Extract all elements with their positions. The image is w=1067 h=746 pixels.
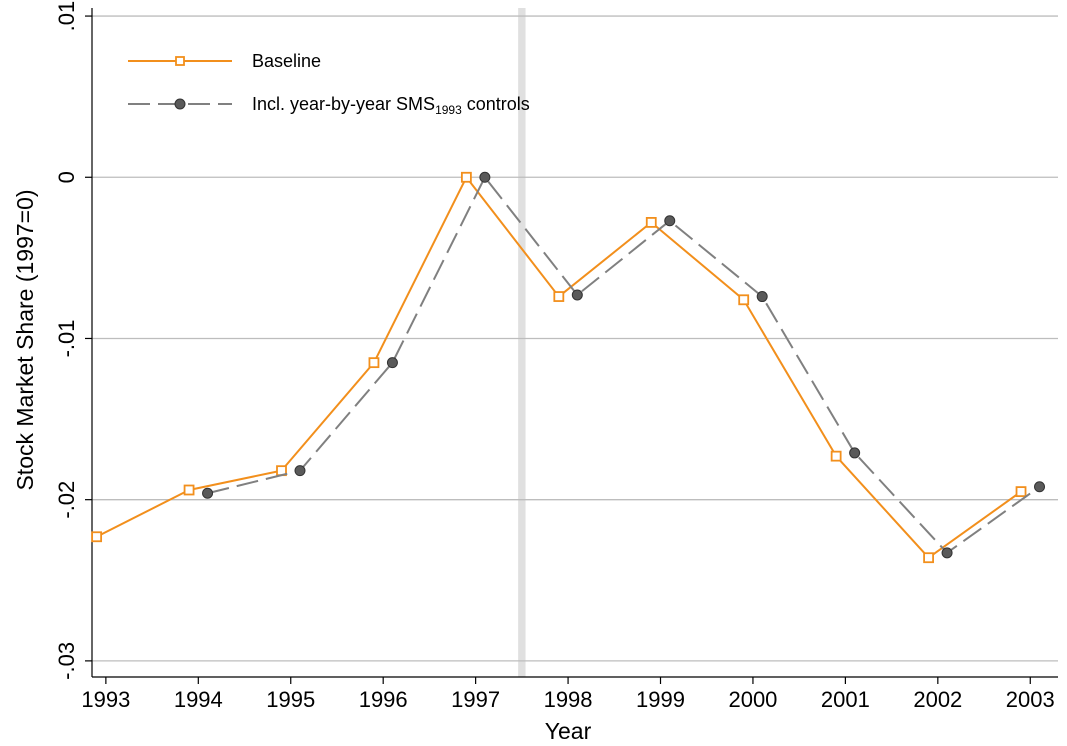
vertical-band-1997 [518,8,526,677]
series-0-point-6 [645,217,657,228]
series-0-point-9 [923,552,934,564]
x-tick-label-8: 2001 [821,687,870,712]
legend-controls-label-main: Incl. year-by-year SMS [252,94,435,114]
series-0-point-7 [738,294,750,306]
y-tick-label-4: -.03 [54,642,79,680]
series-1-point-3 [479,171,491,183]
y-ticks: .01 0 -.01 -.02 -.03 [54,1,92,680]
series-1-point-2 [386,357,398,369]
legend-controls-label-subscript: 1993 [435,103,462,117]
series-1-point-8 [941,547,953,559]
legend-baseline-marker [175,56,185,66]
series-0-point-3 [368,357,380,369]
series-0-point-0 [91,531,103,543]
y-axis-title: Stock Market Share (1997=0) [12,189,38,490]
band-layer [518,8,526,677]
series-1-line [207,176,1041,554]
series-0-line [96,176,1022,559]
grid-layer [92,15,1058,662]
x-tick-label-2: 1995 [266,687,315,712]
legend: Baseline Incl. year-by-year SMS1993 cont… [128,51,530,117]
y-tick-label-2: -.01 [54,320,79,358]
series-1-point-9 [1034,481,1046,493]
series-layer [91,171,1046,564]
x-tick-label-4: 1997 [451,687,500,712]
series-1-point-1 [294,465,306,477]
y-tick-label-3: -.02 [54,481,79,519]
series-1-point-0 [202,487,214,499]
y-tick-label-1: 0 [54,171,79,183]
y-tick-label-0: .01 [54,1,79,32]
series-0-point-10 [1015,486,1027,498]
x-tick-label-7: 2000 [728,687,777,712]
legend-item-controls: Incl. year-by-year SMS1993 controls [128,94,530,117]
series-1-point-5 [664,215,676,227]
legend-controls-label: Incl. year-by-year SMS1993 controls [252,94,530,117]
series-1-point-4 [571,289,583,301]
series-0-point-1 [183,484,195,496]
x-tick-label-5: 1998 [544,687,593,712]
series-1-point-7 [849,447,861,459]
series-0-point-5 [553,291,565,302]
legend-controls-marker [174,98,186,110]
series-0 [91,171,1027,564]
legend-item-baseline: Baseline [128,51,321,71]
axis-layer [91,8,1058,678]
x-ticks: 1993 1994 1995 1996 1997 1998 1999 2000 2001 2002… [81,677,1055,712]
x-tick-label-0: 1993 [81,687,130,712]
x-axis-title: Year [545,718,592,744]
x-tick-label-9: 2002 [913,687,962,712]
x-tick-label-6: 1999 [636,687,685,712]
legend-controls-label-suffix: controls [462,94,530,114]
x-tick-label-10: 2003 [1006,687,1055,712]
series-0-point-8 [830,450,842,462]
series-0-point-4 [460,171,472,183]
series-1 [202,171,1046,559]
legend-baseline-label: Baseline [252,51,321,71]
x-tick-label-3: 1996 [359,687,408,712]
series-1-point-6 [756,291,768,303]
x-tick-label-1: 1994 [174,687,223,712]
